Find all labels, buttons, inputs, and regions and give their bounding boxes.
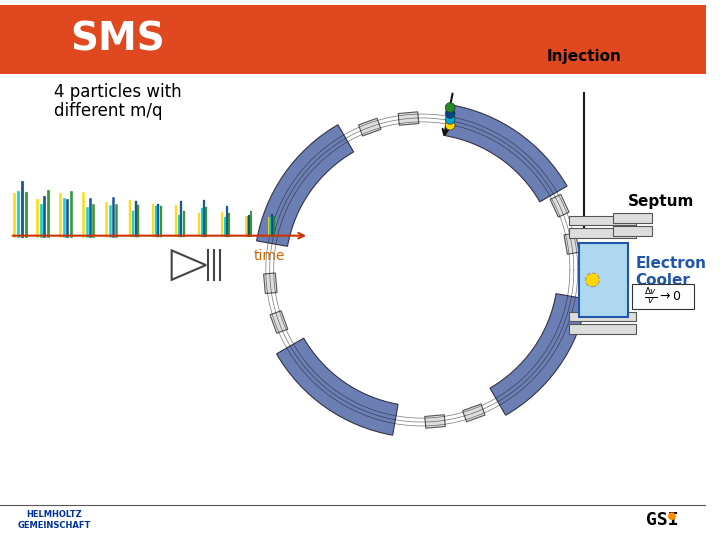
- Wedge shape: [446, 105, 567, 202]
- Bar: [270, 310, 288, 333]
- Bar: [425, 415, 445, 428]
- Bar: [462, 404, 485, 422]
- Bar: [569, 325, 636, 334]
- Text: time: time: [254, 249, 285, 264]
- Polygon shape: [171, 251, 206, 280]
- Text: $\frac{\Delta v}{v} \to 0$: $\frac{\Delta v}{v} \to 0$: [644, 286, 682, 307]
- Bar: [359, 118, 381, 136]
- Circle shape: [445, 103, 455, 112]
- Bar: [0, 5, 706, 74]
- Circle shape: [668, 512, 676, 520]
- Wedge shape: [276, 338, 398, 435]
- Bar: [564, 233, 579, 254]
- Circle shape: [585, 273, 599, 287]
- Bar: [398, 112, 419, 125]
- Wedge shape: [490, 294, 587, 415]
- Text: SMS: SMS: [71, 21, 165, 58]
- Text: Electron
Cooler: Electron Cooler: [636, 256, 706, 288]
- Circle shape: [445, 109, 455, 118]
- Circle shape: [445, 120, 455, 130]
- Bar: [613, 226, 652, 235]
- Bar: [550, 194, 569, 217]
- Bar: [613, 213, 652, 223]
- Bar: [264, 273, 277, 294]
- Text: different m/q: different m/q: [54, 102, 163, 120]
- Text: 4 particles with: 4 particles with: [54, 83, 181, 100]
- Text: Septum: Septum: [628, 194, 694, 209]
- Bar: [569, 312, 636, 321]
- Bar: [569, 228, 636, 238]
- Text: HELMHOLTZ
GEMEINSCHAFT: HELMHOLTZ GEMEINSCHAFT: [17, 510, 91, 530]
- FancyBboxPatch shape: [631, 284, 695, 309]
- Wedge shape: [256, 125, 354, 246]
- Bar: [579, 243, 628, 316]
- Circle shape: [445, 114, 455, 124]
- Text: Injection: Injection: [546, 49, 621, 64]
- Bar: [569, 215, 636, 225]
- Text: GSI: GSI: [646, 511, 678, 529]
